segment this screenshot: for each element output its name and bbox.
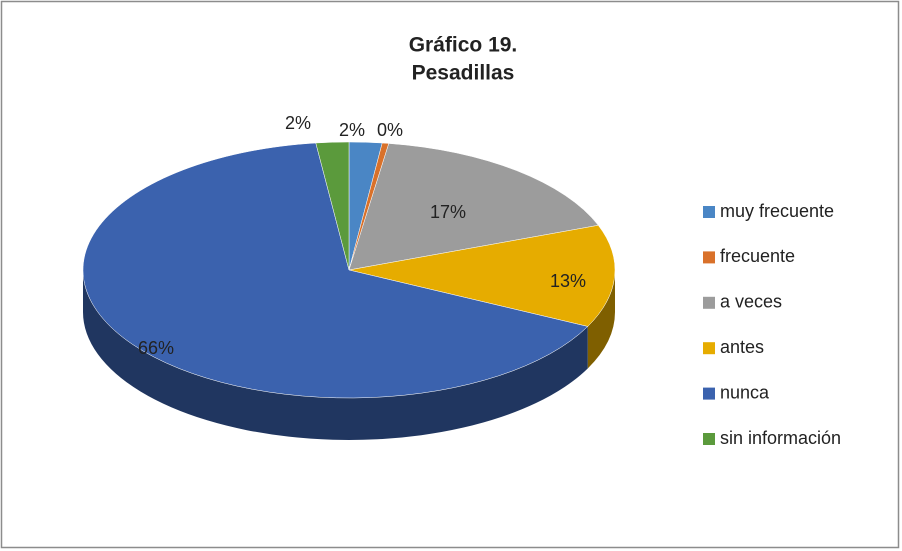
legend-swatch: [703, 387, 715, 400]
pie-side: [83, 270, 588, 440]
data-label: 66%: [138, 338, 174, 358]
data-label: 2%: [285, 113, 311, 133]
legend-label: frecuente: [720, 246, 795, 266]
chart-title: Gráfico 19.: [409, 34, 518, 57]
pie-side: [587, 270, 615, 369]
pie-slice: [348, 225, 616, 327]
legend-label: sin información: [720, 428, 841, 448]
data-label: 17%: [430, 202, 466, 222]
legend-swatch: [703, 433, 715, 445]
legend-swatch: [703, 296, 715, 309]
pie-slice: [82, 142, 589, 399]
data-label: 2%: [339, 120, 365, 140]
legend-label: nunca: [720, 382, 770, 402]
legend-label: muy frecuente: [720, 201, 834, 221]
legend-label: antes: [720, 337, 764, 357]
legend-swatch: [703, 206, 715, 218]
legend-label: a veces: [720, 292, 782, 312]
data-label: 13%: [550, 271, 586, 291]
legend-swatch: [703, 342, 715, 355]
pie-slice: [315, 141, 350, 271]
legend-swatch: [703, 251, 715, 264]
data-label: 0%: [377, 120, 403, 140]
chart-title: Pesadillas: [412, 62, 515, 85]
pie-slice: [348, 143, 599, 271]
